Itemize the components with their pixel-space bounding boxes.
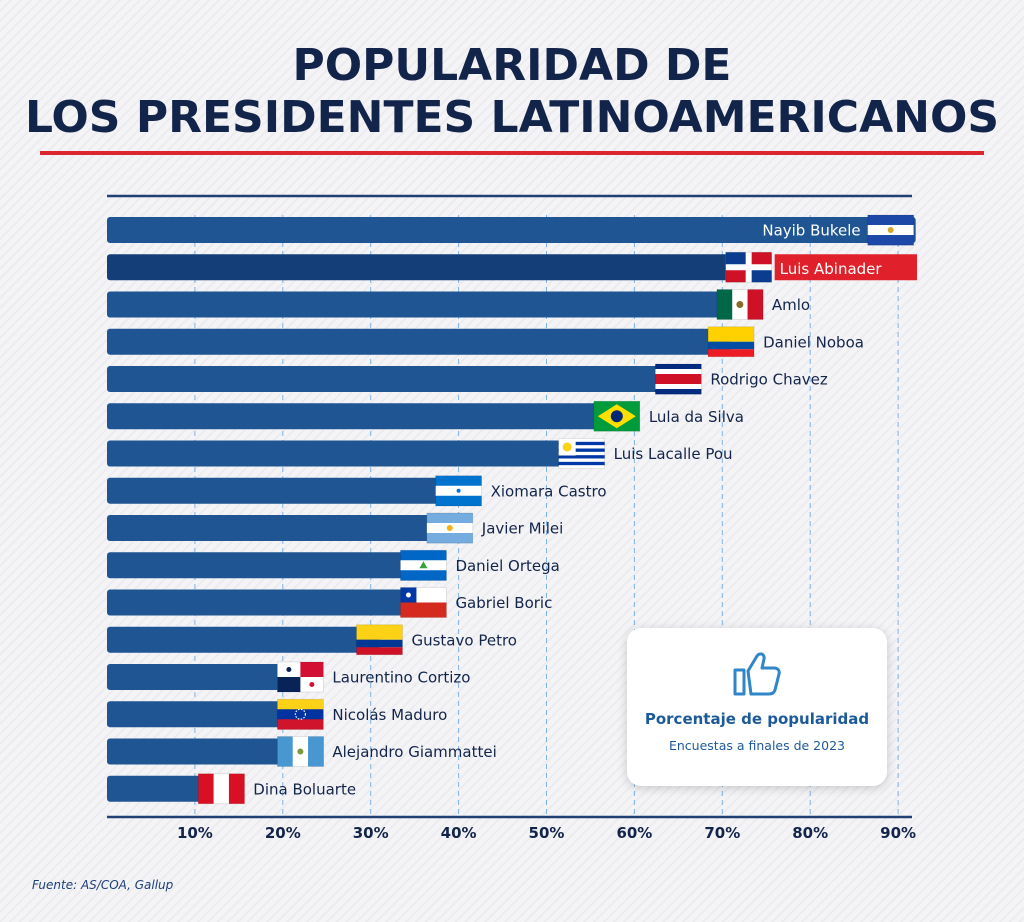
venezuela-flag-icon (276, 698, 324, 730)
peru-flag-icon (197, 773, 245, 805)
bar-1 (107, 217, 916, 243)
chile-flag-icon (400, 587, 447, 618)
brazil-flag-icon (593, 400, 641, 432)
bar-label: Daniel Ortega (455, 557, 559, 575)
guatemala-flag-icon (276, 736, 324, 767)
honduras-flag-icon (435, 475, 483, 507)
x-tick-label: 90% (880, 824, 916, 842)
bar-7 (107, 440, 582, 467)
bar-label: Alejandro Giammattei (332, 743, 496, 761)
x-tick-label: 50% (529, 824, 565, 842)
bar-16 (107, 775, 222, 802)
x-tick-label: 70% (704, 824, 740, 842)
el-salvador-flag-icon (867, 214, 915, 246)
uruguay-flag-icon (558, 438, 606, 469)
chart-title-line-1: POPULARIDAD DE (292, 40, 732, 91)
x-tick-label: 10% (177, 824, 213, 842)
bar-5 (107, 366, 679, 392)
nicaragua-flag-icon (400, 549, 447, 581)
ecuador-flag-icon (707, 326, 755, 358)
bar-label: Laurentino Cortizo (332, 669, 470, 687)
bar-3 (107, 291, 740, 318)
bar-label: Dina Boluarte (253, 780, 356, 798)
bar-14 (107, 701, 301, 728)
panama-flag-icon (276, 661, 324, 693)
bar-8 (107, 477, 459, 504)
colombia-flag-icon (356, 624, 403, 656)
highlight-label-bg (774, 254, 917, 281)
bar-label: Daniel Noboa (763, 333, 864, 351)
bar-label: Rodrigo Chavez (710, 371, 828, 389)
bar-label: Nayib Bukele (762, 222, 860, 240)
legend-title: Porcentaje de popularidad (644, 710, 870, 728)
mexico-flag-icon (716, 289, 764, 320)
bar-label: Gabriel Boric (455, 594, 552, 612)
bar-label: Javier Milei (481, 520, 564, 538)
bar-label: Nicolás Maduro (332, 706, 447, 724)
bar-13 (107, 664, 301, 690)
bar-11 (107, 589, 424, 616)
legend-subtitle: Encuestas a finales de 2023 (668, 738, 845, 753)
bar-4 (107, 328, 732, 355)
x-tick-label: 60% (616, 824, 652, 842)
source-note: Fuente: AS/COA, Gallup (32, 878, 174, 892)
x-tick-label: 20% (265, 824, 301, 842)
bar-label: Xiomara Castro (491, 482, 607, 500)
x-tick-label: 80% (792, 824, 828, 842)
argentina-flag-icon (426, 512, 474, 544)
legend-card: Porcentaje de popularidad Encuestas a fi… (627, 628, 887, 786)
bar-15 (107, 738, 301, 765)
bar-12 (107, 626, 380, 653)
costa-rica-flag-icon (654, 363, 702, 395)
bar-10 (107, 552, 424, 579)
title-underline (40, 151, 984, 155)
dominican-republic-flag-icon (725, 251, 773, 283)
bar-9 (107, 515, 450, 541)
chart-title-line-2: LOS PRESIDENTES LATINOAMERICANOS (24, 92, 1000, 143)
x-tick-label: 30% (353, 824, 389, 842)
title-block: POPULARIDAD DE LOS PRESIDENTES LATINOAME… (0, 40, 1024, 144)
bar-label: Amlo (772, 296, 810, 314)
bar-label: Luis Lacalle Pou (614, 445, 733, 463)
bar-6 (107, 403, 617, 430)
bar-label: Luis Abinader (780, 260, 883, 278)
x-tick-label: 40% (441, 824, 477, 842)
bar-label: Lula da Silva (649, 408, 744, 426)
bar-2 (107, 254, 749, 281)
thumbs-up-icon (733, 652, 781, 696)
bar-label: Gustavo Petro (411, 631, 516, 649)
